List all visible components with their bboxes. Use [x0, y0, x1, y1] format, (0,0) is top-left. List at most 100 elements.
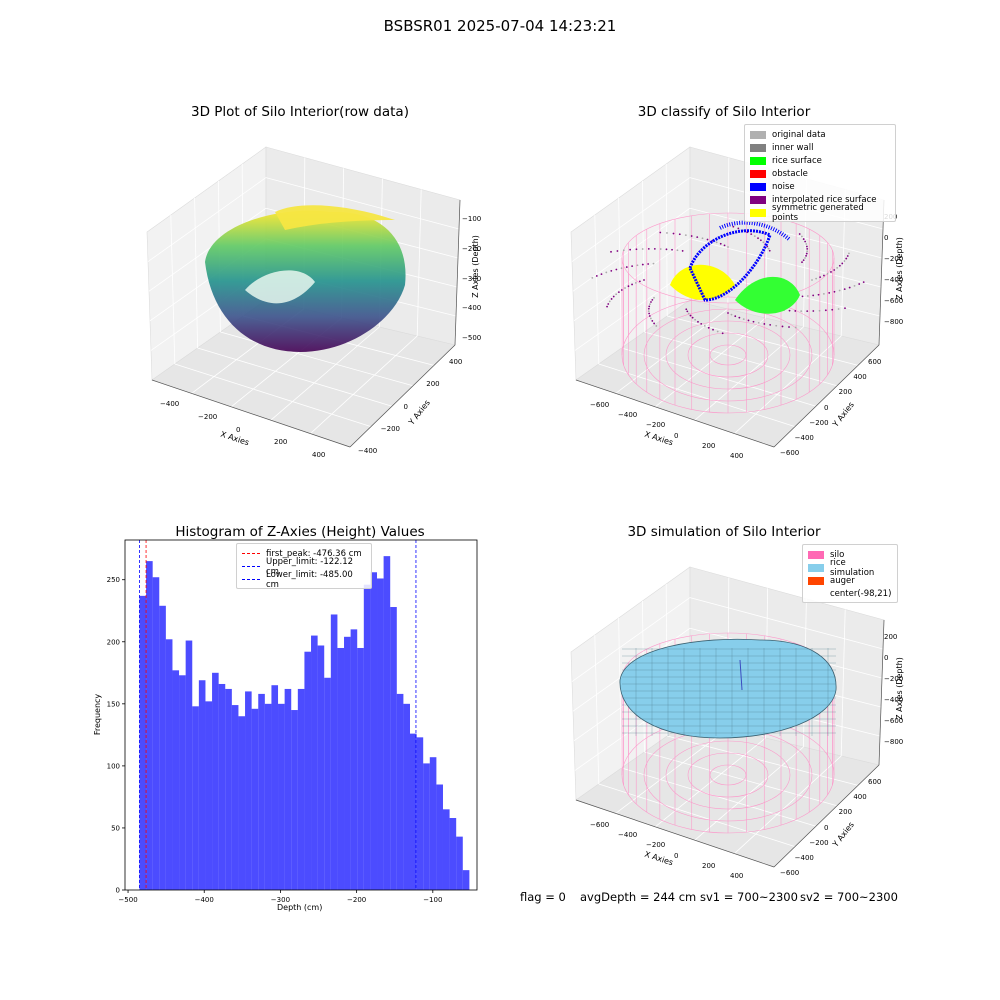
histogram-bar — [370, 572, 378, 890]
classify-legend-item: noise — [750, 180, 890, 193]
simulation-x-tick-label: −400 — [618, 831, 638, 840]
simulation-y-tick-label: 200 — [838, 808, 853, 817]
simulation-x-tick-label: −200 — [646, 841, 666, 850]
classify-x-tick-label: −600 — [590, 401, 610, 409]
simulation-legend-item: auger — [808, 574, 892, 587]
footer-sv2: sv2 = 700~2300 — [800, 890, 898, 904]
histogram-bar — [462, 870, 470, 890]
histogram-legend-item: Upper_limit: -122.12 cm — [242, 557, 366, 577]
raw-x-tick-label: 200 — [274, 438, 288, 447]
simulation-z-tick-label: −600 — [884, 717, 904, 725]
histogram-bar — [198, 680, 206, 890]
classify-legend-item: inner wall — [750, 141, 890, 154]
classify-y-tick-label: 400 — [853, 373, 867, 382]
simulation-x-tick-label: 400 — [730, 872, 744, 880]
classify-y-tick-label: 600 — [868, 358, 882, 366]
classify-legend-item: obstacle — [750, 167, 890, 180]
classify-legend-swatch — [750, 156, 766, 165]
classify-x-tick-label: −400 — [618, 411, 638, 420]
simulation-y-tick-label: −600 — [780, 869, 800, 877]
classify-legend-label: inner wall — [772, 142, 814, 153]
classify-x-tick-label: 0 — [674, 431, 679, 440]
simulation-y-tick-label: 400 — [853, 793, 867, 802]
histogram-legend-item: Lower_limit: -485.00 cm — [242, 570, 366, 590]
histogram-x-tick-label: −200 — [347, 896, 366, 904]
histogram-bar — [245, 691, 252, 890]
simulation-legend-swatch — [808, 590, 824, 598]
simulation-y-tick-label: −200 — [809, 838, 829, 847]
histogram-bar — [409, 733, 417, 890]
classify-y-tick-label: −400 — [794, 433, 814, 442]
simulation-z-tick-label: −400 — [884, 696, 904, 704]
histogram-legend-line — [242, 553, 260, 554]
histogram-bar — [363, 584, 371, 890]
footer-sv1: sv1 = 700~2300 — [700, 890, 798, 904]
histogram-bar — [284, 688, 292, 890]
raw-y-tick-label: 200 — [426, 380, 440, 389]
histogram-legend: first_peak: -476.36 cm Upper_limit: -122.… — [236, 543, 372, 590]
histogram-bar — [350, 629, 358, 890]
histogram-bar — [330, 614, 338, 890]
classify-legend-item: interpolated rice surface — [750, 193, 890, 206]
histogram-bar — [212, 672, 219, 890]
histogram-bar — [429, 757, 437, 890]
classify-y-tick-label: 0 — [824, 403, 829, 412]
simulation-x-tick-label: 200 — [702, 861, 716, 870]
histogram-bar — [165, 639, 173, 890]
histogram-bar — [436, 784, 443, 890]
classify-legend-swatch — [750, 169, 766, 178]
classify-legend-label: symmetric generated points — [772, 202, 864, 223]
histogram-bar — [218, 683, 226, 890]
simulation-z-tick-label: −800 — [884, 738, 904, 746]
classify-legend-swatch — [750, 208, 766, 217]
classify-z-tick-label: −800 — [884, 318, 904, 326]
histogram-bar — [179, 675, 186, 890]
simulation-legend-label: auger — [830, 575, 855, 586]
histogram-legend-label: first_peak: -476.36 cm — [266, 548, 362, 559]
histogram-bar — [152, 577, 160, 890]
histogram-bar — [271, 685, 279, 890]
histogram-y-tick-label: 150 — [107, 700, 120, 708]
histogram-bar — [357, 647, 364, 890]
histogram-bars — [139, 556, 470, 890]
classify-legend-label: obstacle — [772, 168, 808, 179]
classify-y-tick-label: −600 — [780, 449, 800, 457]
simulation-legend-item: rice simulation — [808, 558, 892, 578]
simulation-y-tick-label: 600 — [868, 778, 882, 786]
histogram-bar — [311, 635, 318, 890]
histogram-bar — [377, 578, 384, 890]
histogram-bar — [416, 737, 424, 890]
simulation-legend-label: center(-98,21) — [830, 588, 892, 599]
classify-legend-swatch — [750, 195, 766, 204]
raw-x-tick-label: −400 — [160, 400, 180, 408]
raw-x-tick-label: −200 — [198, 412, 218, 421]
histogram-bar — [317, 645, 325, 890]
histogram-bar — [297, 688, 305, 890]
raw-z-tick-label: −100 — [462, 215, 482, 223]
histogram-legend-item: first_peak: -476.36 cm — [242, 547, 366, 560]
classify-legend: original data inner wall rice surface obsta… — [744, 124, 896, 223]
histogram-bar — [192, 706, 199, 890]
histogram-bar — [185, 640, 193, 890]
histogram-legend-label: Lower_limit: -485.00 cm — [266, 569, 353, 590]
histogram-bar — [403, 703, 410, 890]
histogram-bar — [139, 595, 147, 890]
raw-y-tick-label: −200 — [380, 424, 400, 433]
raw-plot-title: 3D Plot of Silo Interior(row data) — [191, 104, 409, 120]
raw-z-tick-label: −300 — [462, 274, 482, 283]
histogram-bar — [449, 818, 457, 890]
classify-legend-label: interpolated rice surface — [772, 194, 877, 205]
classify-legend-swatch — [750, 143, 766, 152]
histogram-bar — [146, 561, 153, 890]
classify-legend-item: original data — [750, 128, 890, 141]
raw-y-tick-label: 400 — [449, 358, 463, 366]
simulation-y-tick-label: −400 — [794, 853, 814, 862]
histogram-y-tick-label: 0 — [116, 887, 120, 895]
histogram-y-tick-label: 200 — [107, 638, 120, 646]
histogram-bar — [258, 693, 265, 890]
simulation-z-tick-label: 200 — [884, 633, 898, 641]
histogram-x-tick-label: −500 — [118, 896, 137, 904]
simulation-legend-swatch — [808, 550, 824, 559]
histogram-bar — [238, 716, 246, 890]
